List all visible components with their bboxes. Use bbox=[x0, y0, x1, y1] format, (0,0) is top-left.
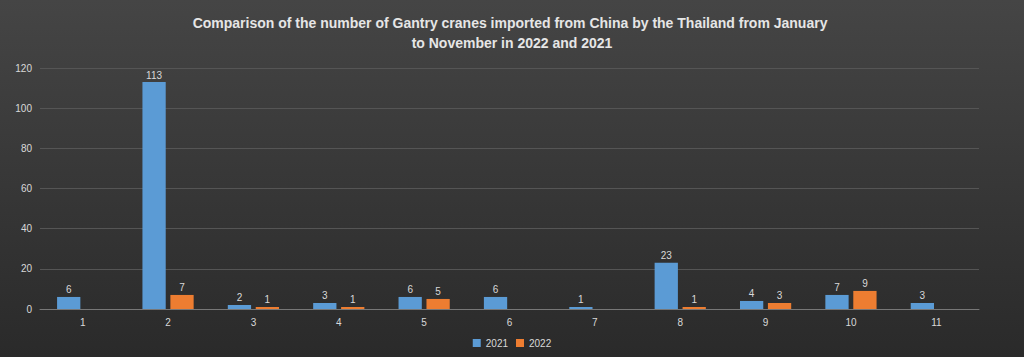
svg-text:4: 4 bbox=[749, 288, 755, 299]
svg-text:1: 1 bbox=[691, 294, 697, 305]
svg-text:120: 120 bbox=[15, 63, 32, 74]
svg-text:4: 4 bbox=[336, 317, 342, 328]
svg-text:6: 6 bbox=[66, 284, 72, 295]
svg-text:3: 3 bbox=[322, 290, 328, 301]
svg-text:0: 0 bbox=[26, 304, 32, 315]
svg-text:20: 20 bbox=[21, 263, 33, 274]
svg-text:1: 1 bbox=[80, 317, 86, 328]
svg-text:9: 9 bbox=[763, 317, 769, 328]
svg-text:1: 1 bbox=[265, 294, 271, 305]
svg-text:2: 2 bbox=[165, 317, 171, 328]
svg-text:1: 1 bbox=[350, 294, 356, 305]
svg-text:1: 1 bbox=[578, 294, 584, 305]
svg-text:10: 10 bbox=[845, 317, 857, 328]
svg-text:5: 5 bbox=[435, 286, 441, 297]
svg-text:2021: 2021 bbox=[486, 338, 509, 349]
svg-text:to November in 2022 and 2021: to November in 2022 and 2021 bbox=[412, 35, 613, 51]
svg-text:9: 9 bbox=[862, 278, 868, 289]
svg-text:100: 100 bbox=[15, 103, 32, 114]
svg-text:113: 113 bbox=[146, 70, 162, 81]
svg-text:6: 6 bbox=[407, 284, 413, 295]
svg-text:5: 5 bbox=[421, 317, 427, 328]
svg-text:40: 40 bbox=[21, 223, 33, 234]
svg-text:6: 6 bbox=[507, 317, 513, 328]
svg-text:2: 2 bbox=[237, 292, 243, 303]
svg-text:7: 7 bbox=[592, 317, 598, 328]
svg-text:7: 7 bbox=[834, 282, 840, 293]
svg-text:3: 3 bbox=[920, 290, 926, 301]
svg-text:8: 8 bbox=[677, 317, 683, 328]
svg-text:60: 60 bbox=[21, 183, 33, 194]
svg-text:7: 7 bbox=[179, 282, 185, 293]
svg-text:6: 6 bbox=[493, 284, 499, 295]
svg-text:3: 3 bbox=[251, 317, 257, 328]
svg-text:23: 23 bbox=[661, 250, 673, 261]
svg-text:3: 3 bbox=[777, 290, 783, 301]
svg-text:Comparison of the number of Ga: Comparison of the number of Gantry crane… bbox=[193, 15, 832, 31]
svg-text:2022: 2022 bbox=[529, 338, 552, 349]
svg-text:80: 80 bbox=[21, 143, 33, 154]
svg-text:11: 11 bbox=[931, 317, 942, 328]
